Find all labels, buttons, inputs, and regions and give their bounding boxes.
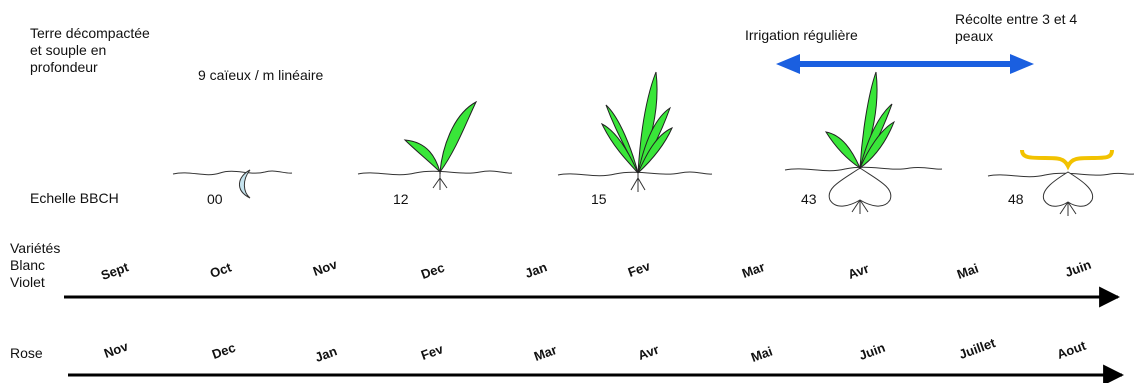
harvest-note: Récolte entre 3 et 4 peaux	[955, 11, 1078, 44]
row-label-rose: Rose	[10, 345, 43, 361]
bbch-stage-43: 43	[801, 191, 817, 207]
bbch-stage-15: 15	[591, 191, 607, 207]
bbch-stage-48: 48	[1008, 191, 1024, 207]
stage-43-bulb-icon	[784, 71, 943, 214]
stage-12-sprout-icon	[357, 100, 513, 190]
soil-note: Terre décompactée et souple en profondeu…	[30, 25, 150, 75]
irrigation-arrow	[776, 54, 1034, 74]
stage-00-clove-icon	[172, 169, 293, 199]
stage-48-mature-bulb-icon	[987, 149, 1134, 216]
bbch-label: Echelle BBCH	[30, 190, 119, 206]
stage-15-plant-icon	[557, 71, 713, 192]
bbch-stage-12: 12	[393, 191, 409, 207]
irrigation-note: Irrigation régulière	[745, 27, 858, 43]
row-label-blanc-violet: Variétés Blanc Violet	[10, 240, 61, 290]
bbch-stage-00: 00	[207, 191, 223, 207]
density-note: 9 caïeux / m linéaire	[198, 67, 324, 83]
